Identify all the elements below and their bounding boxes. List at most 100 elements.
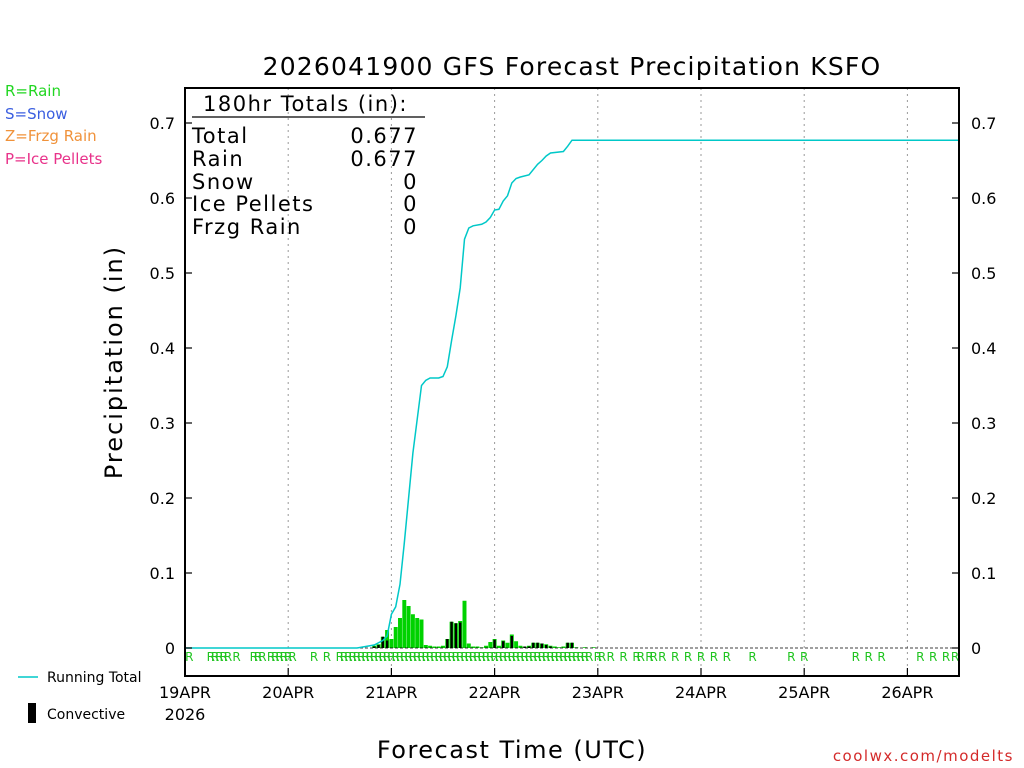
precip-type-marker: R (254, 650, 262, 664)
precip-type-marker: R (417, 650, 425, 664)
precip-bar (398, 618, 402, 648)
precip-type-marker: R (349, 650, 357, 664)
precip-bar (402, 600, 407, 648)
totals-value-freezing-rain: 0 (403, 215, 418, 239)
precip-bar (488, 642, 493, 648)
precip-bar (428, 645, 433, 648)
precip-type-marker: R (710, 650, 718, 664)
precip-type-marker: R (288, 650, 296, 664)
precip-type-marker: R (619, 650, 627, 664)
y-tick-label-left: 0.5 (150, 264, 175, 283)
convective-bar (545, 645, 548, 648)
y-axis-ticks: 0 00.1 0.10.2 0.20.3 0.30.4 0.40.5 0.50.6 0.60.… (150, 114, 997, 658)
precip-type-marker: R (508, 650, 516, 664)
precip-type-marker: R (495, 650, 503, 664)
precip-type-marker: R (512, 650, 520, 664)
precip-bar (591, 647, 596, 648)
precip-type-marker: R (525, 650, 533, 664)
y-tick-label-right: 0 (971, 639, 981, 658)
precip-bars (372, 600, 596, 648)
precip-type-marker: R (392, 650, 400, 664)
totals-label-total: Total (191, 124, 249, 148)
precip-type-marker: R (422, 650, 430, 664)
precip-type-marker: R (366, 650, 374, 664)
y-tick-label-left: 0 (165, 639, 175, 658)
y-tick-label-right: 0.4 (971, 339, 996, 358)
precip-type-marker: R (542, 650, 550, 664)
precip-bar (582, 647, 587, 648)
totals-value-ice-pellets: 0 (403, 192, 418, 216)
precip-type-marker: R (374, 650, 382, 664)
convective-bar (459, 622, 462, 648)
precip-bar (410, 614, 415, 648)
convective-bar (450, 621, 453, 648)
precip-type-marker: R (224, 650, 232, 664)
y-tick-label-left: 0.4 (150, 339, 175, 358)
legend-freezing-rain: Z=Frzg Rain (5, 127, 97, 145)
precip-type-marker: R (284, 650, 292, 664)
precip-type-marker: R (383, 650, 391, 664)
precip-type-marker: R (409, 650, 417, 664)
convective-bar (527, 646, 531, 648)
x-tick-label: 19APR (159, 683, 211, 702)
precip-type-marker: R (353, 650, 361, 664)
precip-type-marker: R (258, 650, 266, 664)
legend-running-total: Running Total (47, 670, 142, 686)
y-tick-label-left: 0.1 (150, 564, 175, 583)
precip-type-marker: R (426, 650, 434, 664)
precip-type-marker: R (396, 650, 404, 664)
y-tick-label-left: 0.3 (150, 414, 175, 433)
x-axis-title: Forecast Time (UTC) (377, 736, 647, 764)
precip-type-marker: R (637, 650, 645, 664)
precip-type-marker: R (250, 650, 258, 664)
precip-type-marker: R (207, 650, 215, 664)
precip-type-marker: R (723, 650, 731, 664)
legend-convective: Convective (47, 707, 125, 723)
convective-bar (510, 636, 513, 648)
precip-type-marker: R (533, 650, 541, 664)
series-legend: Running Total Convective (18, 670, 142, 723)
legend-snow: S=Snow (5, 105, 68, 123)
precip-type-marker: R (232, 650, 240, 664)
precip-type-marker: R (323, 650, 331, 664)
y-axis-title: Precipitation (in) (100, 245, 128, 479)
precip-type-marker: R (529, 650, 537, 664)
precip-type-marker: R (370, 650, 378, 664)
running-total-line (185, 139, 959, 649)
convective-bar (536, 642, 539, 648)
precip-bar (496, 645, 501, 648)
precip-type-marker: R (452, 650, 460, 664)
precip-type-marker: R (503, 650, 511, 664)
precip-bar (432, 646, 437, 648)
precip-bar (484, 645, 488, 648)
precip-bar (475, 646, 480, 648)
precip-type-marker: R (439, 650, 447, 664)
precip-type-marker: R (564, 650, 572, 664)
precip-type-marker: R (430, 650, 438, 664)
precip-type-marker: R (456, 650, 464, 664)
convective-bar (385, 640, 389, 648)
precip-type-marker: R (435, 650, 443, 664)
precip-type-marker: R (516, 650, 524, 664)
precip-type-marker: R (576, 650, 584, 664)
precip-type-marker: R (671, 650, 679, 664)
totals-label-freezing-rain: Frzg Rain (192, 215, 302, 239)
precip-type-marker: R (379, 650, 387, 664)
y-tick-label-right: 0.5 (971, 264, 996, 283)
totals-label-ice-pellets: Ice Pellets (192, 192, 314, 216)
convective-bar (523, 646, 526, 648)
precip-type-marker: R (486, 650, 494, 664)
vertical-gridlines (287, 88, 908, 676)
totals-value-rain: 0.677 (350, 147, 418, 171)
precip-bar (436, 646, 441, 648)
precip-type-marker: R (361, 650, 369, 664)
precip-type-marker: R (478, 650, 486, 664)
precip-bar (393, 627, 398, 648)
y-tick-label-left: 0.7 (150, 114, 175, 133)
convective-bar (377, 645, 380, 648)
x-axis-ticks: 19APR 2026 20APR 21APR 22APR 23APR 24APR 25APR 2… (159, 668, 933, 724)
precip-bar (385, 630, 390, 648)
precip-type-marker: R (581, 650, 589, 664)
precip-type-marker: R (413, 650, 421, 664)
